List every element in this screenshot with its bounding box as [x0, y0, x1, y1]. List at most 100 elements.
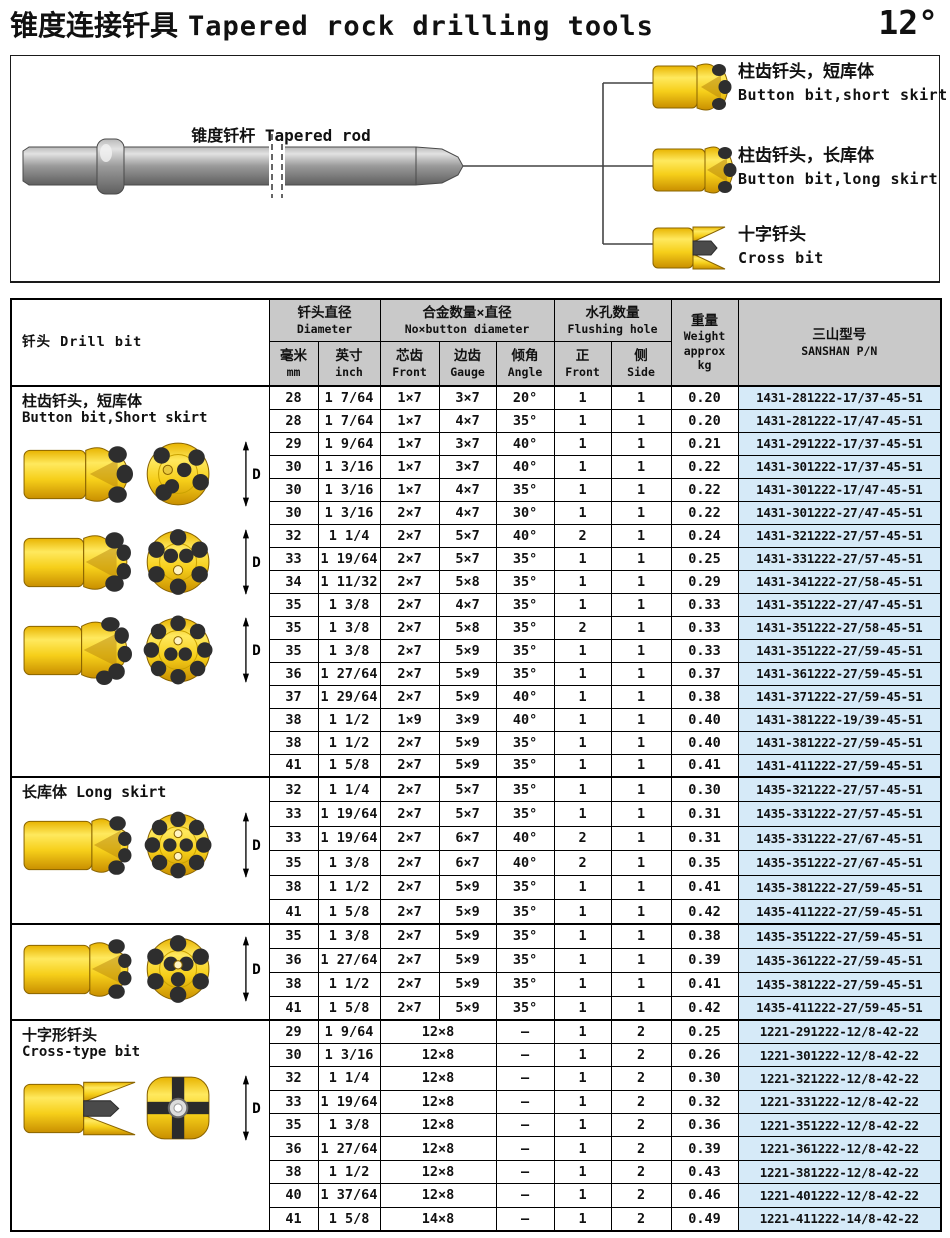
pn-cell: 1431-351222-27/58-45-51: [737, 615, 942, 640]
data-cell: 5×9: [438, 923, 497, 949]
header-gauge-teeth: 边齿 Gauge: [438, 340, 497, 387]
taper-angle-value: 12°: [878, 3, 938, 42]
section-label-cell: D: [10, 923, 270, 1021]
data-cell: 1: [610, 500, 672, 525]
svg-text:D: D: [252, 555, 260, 571]
data-cell: 36: [268, 947, 319, 973]
pn-cell: 1435-411222-27/59-45-51: [737, 995, 942, 1021]
bit-side-view: [23, 939, 132, 999]
data-cell: 1: [553, 874, 612, 900]
data-cell: 5×9: [438, 753, 497, 778]
data-cell: 3×9: [438, 707, 497, 732]
table-row: 32 1 1/4 12×8–1 2 0.30 1221-321222-12/8-42-22: [11, 1066, 942, 1091]
data-cell: 1: [610, 684, 672, 709]
pn-cell: 1431-381222-27/59-45-51: [737, 730, 942, 755]
data-cell: 1 3/8: [317, 592, 381, 617]
bit-label-long-skirt-zh: 柱齿钎头，长库体: [738, 146, 874, 166]
data-cell: 1 1/4: [317, 776, 381, 802]
section-label-zh: 十字形钎头: [22, 1026, 98, 1044]
bit-label-cross-bit: 十字钎头 Cross bit: [738, 227, 824, 266]
data-cell: 28: [268, 408, 319, 433]
table-title: 钎头 Drill bit: [10, 298, 270, 387]
data-cell: 0.33: [670, 638, 739, 663]
svg-text:D: D: [252, 643, 260, 659]
pn-cell: 1431-281222-17/47-45-51: [737, 408, 942, 433]
header-weight-zh: 重量: [691, 312, 719, 329]
table-row: 41 1 5/8 14×8–1 2 0.49 1221-411222-14/8-42-22: [11, 1206, 942, 1232]
bit-illustration-short-skirt-4: D: [20, 430, 263, 518]
data-cell: 32: [268, 1066, 319, 1091]
table-row: 34 1 11/32 2×7 5×8 35° 1 1 0.29 1431-341222-27/5…: [11, 569, 942, 594]
data-cell: 2: [610, 1042, 672, 1068]
header-inch-en: inch: [335, 364, 363, 379]
data-cell: 35°: [495, 753, 555, 778]
data-cell: 1 19/64: [317, 825, 381, 851]
header-front-teeth: 芯齿 Front: [379, 340, 440, 387]
pn-cell: 1431-351222-27/59-45-51: [737, 638, 942, 663]
data-cell: 1 19/64: [317, 1089, 381, 1115]
data-cell: 1 11/32: [317, 569, 381, 594]
pn-cell: 1431-301222-17/47-45-51: [737, 477, 942, 502]
data-cell: 35°: [495, 923, 555, 949]
table-row: D 35 1 3/8 2×7 5×9 35° 1 1 0.38 1435-351222-27/5…: [10, 923, 942, 1021]
data-cell: 5×9: [438, 971, 497, 997]
data-cell: 1 27/64: [317, 661, 381, 686]
data-cell: 1 3/8: [317, 638, 381, 663]
data-cell: 1 37/64: [317, 1183, 381, 1208]
bit-label-long-skirt-en: Button bit,long skirt: [738, 170, 939, 188]
header-mm: 毫米 mm: [268, 340, 319, 387]
pn-cell: 1221-381222-12/8-42-22: [737, 1159, 942, 1185]
data-cell: 38: [268, 874, 319, 900]
data-cell: 0.35: [670, 850, 739, 876]
data-cell: 2: [553, 615, 612, 640]
data-cell: 40°: [495, 684, 555, 709]
spec-table-header: 钎头 Drill bit 钎头直径 Diameter 合金数量×直径 No×bu…: [10, 298, 942, 387]
table-row: 38 1 1/2 12×8–1 2 0.43 1221-381222-12/8-42-22: [11, 1159, 942, 1185]
data-cell: 1: [553, 661, 612, 686]
table-row: 36 1 27/64 12×8–1 2 0.39 1221-361222-12/8-42-…: [11, 1136, 942, 1161]
data-cell: 36: [268, 661, 319, 686]
data-cell: 1 9/64: [317, 431, 381, 456]
header-buttons-zh: 合金数量×直径: [422, 304, 512, 321]
bit-illustration-long-skirt-6: D: [20, 929, 263, 1009]
diameter-dimension: D: [243, 441, 261, 508]
data-cell: 35: [268, 615, 319, 640]
header-weight-approx: approx: [683, 343, 726, 358]
data-cell: 1: [553, 1089, 612, 1115]
data-cell: 30°: [495, 500, 555, 525]
table-row: 41 1 5/8 2×7 5×9 35° 1 1 0.42 1435-411222-27/59-…: [11, 995, 942, 1021]
data-cell: 1: [610, 995, 672, 1021]
data-cell: 3×7: [438, 454, 497, 479]
bit-label-long-skirt: 柱齿钎头，长库体 Button bit,long skirt: [738, 148, 938, 187]
data-cell: 1: [610, 825, 672, 851]
header-mm-zh: 毫米: [280, 347, 307, 364]
data-cell: 1: [553, 753, 612, 778]
data-cell: 1: [553, 431, 612, 456]
data-cell: 2×7: [379, 923, 440, 949]
data-cell: 0.46: [670, 1183, 739, 1208]
table-row: 37 1 29/64 2×7 5×9 40° 1 1 0.38 1431-371222-27/5…: [11, 684, 942, 709]
pn-cell: 1221-331222-12/8-42-22: [737, 1089, 942, 1115]
data-cell: 35°: [495, 592, 555, 617]
page-title-zh: 锥度连接钎具: [10, 9, 179, 42]
data-cell: 0.41: [670, 874, 739, 900]
data-cell: 2: [553, 825, 612, 851]
data-cell: 1: [553, 1018, 612, 1044]
data-cell: 0.30: [670, 1066, 739, 1091]
section-label: 柱齿钎头，短库体 Button bit,Short skirt: [22, 392, 263, 426]
data-cell: 38: [268, 707, 319, 732]
table-row: 35 1 3/8 2×7 5×8 35° 2 1 0.33 1431-351222-27/58-…: [11, 615, 942, 640]
data-cell: 2: [610, 1183, 672, 1208]
data-cell: 1: [610, 899, 672, 925]
cross-bit-illustration-pair: D: [20, 1064, 263, 1152]
section-label-zh: 长库体 Long skirt: [22, 783, 167, 801]
data-cell: 0.22: [670, 454, 739, 479]
data-cell: 2: [610, 1113, 672, 1138]
data-cell: 1 19/64: [317, 801, 381, 827]
pn-cell: 1431-361222-27/59-45-51: [737, 661, 942, 686]
data-cell: 12×8: [379, 1042, 497, 1068]
data-cell: –: [495, 1183, 555, 1208]
data-cell: 1: [610, 707, 672, 732]
bit-face-view: D: [143, 615, 261, 685]
data-cell: 4×7: [438, 500, 497, 525]
